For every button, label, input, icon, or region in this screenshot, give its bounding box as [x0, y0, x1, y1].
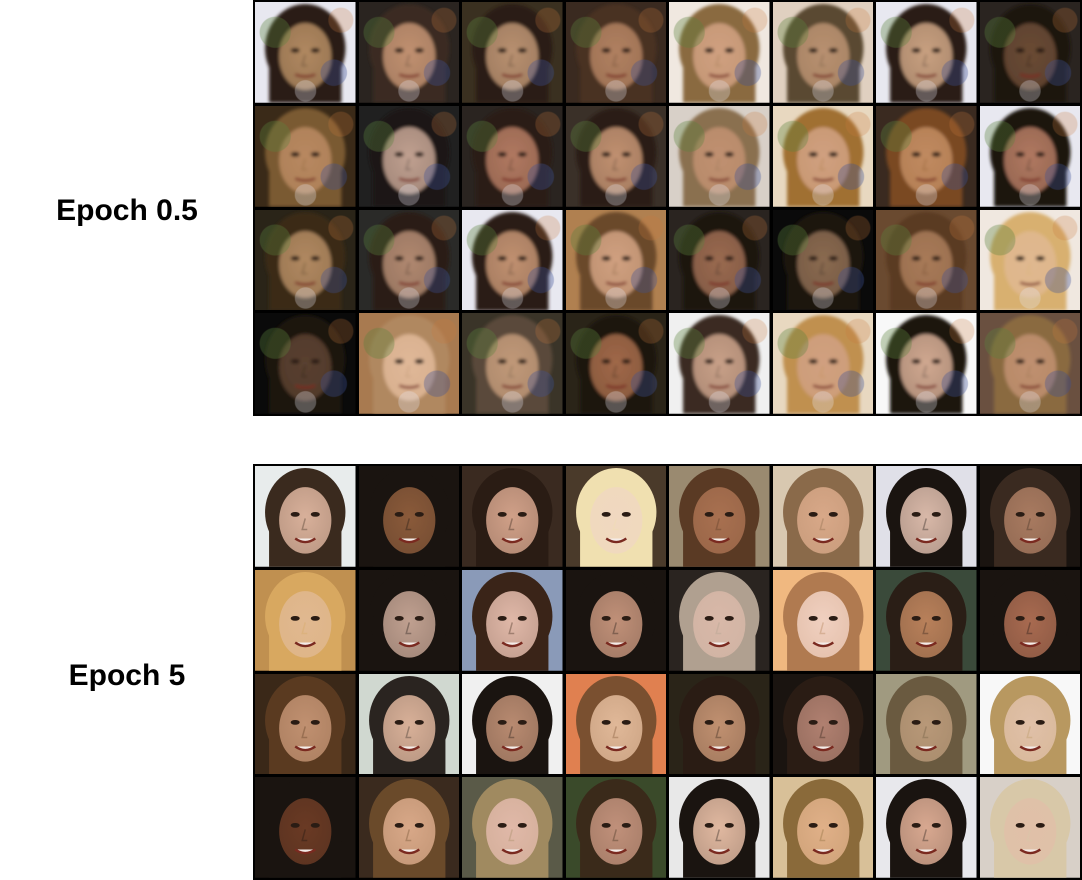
panel-label-epoch-0-5: Epoch 0.5	[56, 194, 198, 227]
face-thumbnail	[669, 2, 770, 103]
face-thumbnail	[462, 209, 563, 311]
face-thumbnail	[358, 105, 459, 207]
face-thumbnail	[565, 466, 666, 567]
face-thumbnail	[876, 466, 977, 567]
face-thumbnail	[358, 673, 459, 775]
face-thumbnail	[565, 313, 666, 414]
face-thumbnail	[358, 313, 459, 414]
face-thumbnail	[358, 569, 459, 671]
face-thumbnail	[772, 673, 873, 775]
face-thumbnail	[876, 777, 977, 878]
face-thumbnail	[565, 2, 666, 103]
face-thumbnail	[979, 466, 1080, 567]
face-thumbnail	[255, 313, 356, 414]
face-thumbnail	[462, 569, 563, 671]
face-thumbnail	[462, 313, 563, 414]
face-thumbnail	[358, 466, 459, 567]
face-thumbnail	[669, 777, 770, 878]
face-thumbnail	[255, 2, 356, 103]
face-thumbnail	[358, 777, 459, 878]
face-thumbnail	[772, 466, 873, 567]
face-thumbnail	[358, 209, 459, 311]
face-thumbnail	[669, 209, 770, 311]
face-thumbnail	[255, 105, 356, 207]
face-thumbnail	[462, 673, 563, 775]
face-thumbnail	[462, 466, 563, 567]
face-grid-epoch-0-5	[253, 0, 1082, 416]
face-thumbnail	[772, 209, 873, 311]
face-thumbnail	[876, 313, 977, 414]
face-thumbnail	[255, 209, 356, 311]
face-thumbnail	[876, 673, 977, 775]
face-thumbnail	[669, 466, 770, 567]
face-thumbnail	[772, 2, 873, 103]
face-thumbnail	[876, 105, 977, 207]
face-thumbnail	[565, 673, 666, 775]
face-thumbnail	[979, 209, 1080, 311]
face-grid-epoch-5	[253, 464, 1082, 880]
face-thumbnail	[255, 569, 356, 671]
face-thumbnail	[772, 569, 873, 671]
face-thumbnail	[565, 209, 666, 311]
face-thumbnail	[565, 777, 666, 878]
face-thumbnail	[565, 105, 666, 207]
face-thumbnail	[255, 466, 356, 567]
face-thumbnail	[772, 313, 873, 414]
face-thumbnail	[979, 777, 1080, 878]
face-thumbnail	[565, 569, 666, 671]
face-thumbnail	[979, 2, 1080, 103]
face-thumbnail	[255, 673, 356, 775]
face-thumbnail	[669, 313, 770, 414]
face-thumbnail	[876, 569, 977, 671]
face-thumbnail	[669, 569, 770, 671]
face-thumbnail	[772, 777, 873, 878]
face-thumbnail	[462, 777, 563, 878]
face-thumbnail	[979, 313, 1080, 414]
face-thumbnail	[462, 2, 563, 103]
face-thumbnail	[979, 569, 1080, 671]
face-thumbnail	[876, 2, 977, 103]
face-thumbnail	[358, 2, 459, 103]
face-thumbnail	[669, 673, 770, 775]
face-thumbnail	[876, 209, 977, 311]
face-thumbnail	[255, 777, 356, 878]
panel-label-epoch-5: Epoch 5	[68, 659, 186, 692]
face-thumbnail	[669, 105, 770, 207]
face-thumbnail	[462, 105, 563, 207]
face-thumbnail	[979, 105, 1080, 207]
face-thumbnail	[979, 673, 1080, 775]
face-thumbnail	[772, 105, 873, 207]
